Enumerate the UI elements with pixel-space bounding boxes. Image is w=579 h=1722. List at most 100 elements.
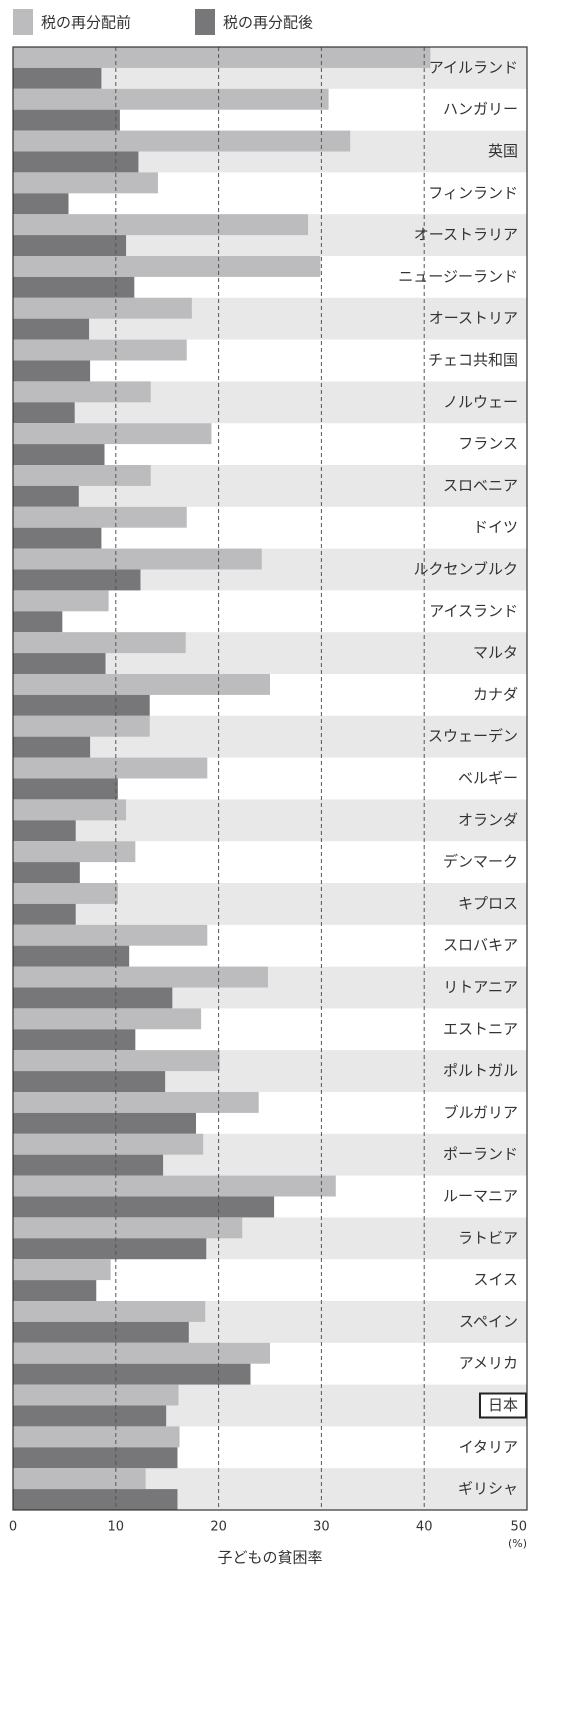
- category-label: フランス: [458, 435, 518, 453]
- category-label: スイス: [473, 1271, 518, 1289]
- bar: [13, 1217, 243, 1239]
- bar: [13, 799, 127, 821]
- x-tick-label: 10: [108, 1520, 125, 1535]
- bar: [13, 924, 208, 946]
- bar: [13, 1092, 259, 1113]
- bar: [13, 485, 79, 507]
- category-label: アイルランド: [429, 58, 518, 76]
- bar: [13, 1196, 275, 1218]
- bar: [13, 360, 91, 382]
- bar: [13, 569, 141, 591]
- bar: [13, 757, 208, 779]
- category-label: 日本: [488, 1396, 518, 1414]
- bar: [13, 172, 158, 194]
- bar: [13, 381, 151, 403]
- bar: [13, 130, 351, 152]
- bar: [13, 276, 135, 298]
- bar: [13, 694, 150, 716]
- bar: [13, 1175, 336, 1197]
- category-label: オーストラリア: [414, 226, 518, 244]
- bar: [13, 987, 173, 1009]
- category-label: オランダ: [458, 811, 518, 829]
- category-label: ニュージーランド: [398, 267, 518, 285]
- category-label: ノルウェー: [443, 393, 518, 411]
- category-label: スロベニア: [443, 476, 518, 494]
- category-label: リトアニア: [443, 978, 518, 996]
- bar: [13, 674, 270, 695]
- bar: [13, 1426, 180, 1448]
- bar: [13, 235, 127, 256]
- bar: [13, 1468, 146, 1490]
- bar: [13, 1029, 136, 1051]
- bar: [13, 1301, 206, 1322]
- bar: [13, 151, 139, 173]
- x-unit: (%): [508, 1537, 527, 1550]
- bar: [13, 903, 76, 925]
- bar: [13, 1405, 167, 1427]
- bar: [13, 109, 120, 131]
- bar: [13, 527, 102, 549]
- bar: [13, 632, 186, 654]
- legend-swatch: [13, 9, 33, 35]
- category-label: ラトビア: [458, 1229, 518, 1247]
- bar: [13, 1447, 178, 1469]
- category-label: ドイツ: [473, 518, 518, 536]
- category-label: フィンランド: [428, 184, 518, 202]
- category-label: キプロス: [458, 894, 518, 912]
- bar: [13, 862, 80, 883]
- category-label: ハンガリー: [443, 100, 518, 118]
- category-label: ベルギー: [458, 769, 518, 787]
- x-tick-label: 50: [510, 1520, 527, 1535]
- bar: [13, 945, 130, 967]
- bar: [13, 1259, 111, 1281]
- x-axis-title: 子どもの貧困率: [217, 1549, 322, 1567]
- bar: [13, 841, 136, 863]
- bar: [13, 820, 76, 842]
- bar: [13, 318, 90, 340]
- bar: [13, 1133, 204, 1155]
- category-label: アイスランド: [429, 602, 518, 620]
- plot-frame: [12, 46, 528, 1511]
- x-tick-label: 40: [416, 1520, 433, 1535]
- bar: [13, 67, 102, 89]
- legend-label: 税の再分配後: [223, 14, 313, 32]
- bar: [13, 88, 329, 110]
- bar: [13, 256, 321, 277]
- bar: [13, 1280, 97, 1301]
- bar: [13, 548, 262, 570]
- legend-swatch: [195, 9, 215, 35]
- bar: [13, 1238, 207, 1260]
- bar: [13, 402, 75, 424]
- category-label: スロバキア: [443, 936, 518, 954]
- bar: [13, 506, 187, 528]
- bar: [13, 214, 309, 236]
- category-label: ギリシャ: [458, 1480, 518, 1498]
- category-label: チェコ共和国: [428, 351, 518, 369]
- bar: [13, 653, 106, 674]
- bar: [13, 297, 192, 319]
- x-tick-label: 20: [210, 1520, 227, 1535]
- highlight-box: [478, 1392, 527, 1419]
- category-label: アメリカ: [459, 1354, 518, 1372]
- bar: [13, 883, 118, 904]
- category-label: ルーマニア: [443, 1187, 518, 1205]
- bar: [13, 193, 69, 215]
- bar: [13, 423, 212, 445]
- bar: [13, 736, 91, 758]
- category-label: ポーランド: [443, 1145, 518, 1163]
- bar: [13, 1321, 189, 1343]
- category-label: イタリア: [459, 1438, 518, 1456]
- category-label: カナダ: [473, 685, 518, 703]
- category-label: ルクセンブルク: [413, 560, 518, 578]
- bar: [13, 1384, 179, 1406]
- category-label: オーストリア: [429, 309, 518, 327]
- category-label: エストニア: [443, 1020, 518, 1038]
- bar: [13, 1071, 166, 1092]
- bar: [13, 1112, 196, 1134]
- bar: [13, 1008, 202, 1030]
- category-label: マルタ: [473, 644, 518, 662]
- x-tick-label: 30: [313, 1520, 330, 1535]
- category-label: スペイン: [459, 1312, 518, 1330]
- category-label: 英国: [488, 142, 518, 160]
